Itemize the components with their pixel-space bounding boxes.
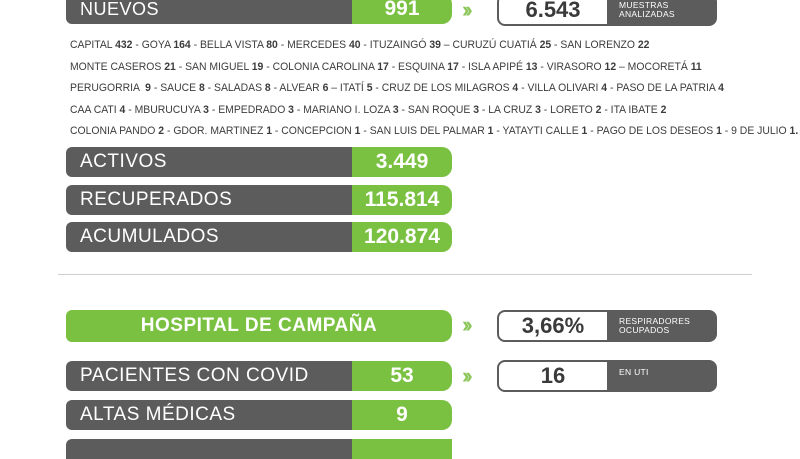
recuperados-value: 115.814 xyxy=(364,188,440,211)
chevron-right-icon: ›› xyxy=(462,363,472,388)
muestras-value: 6.543 xyxy=(525,0,581,22)
altas-value-box: 9 xyxy=(352,400,452,430)
towns-list: CAPITAL 432 - GOYA 164 - BELLA VISTA 80 … xyxy=(70,35,799,143)
respiradores-label-1: RESPIRADORES xyxy=(619,316,691,326)
hospital-title-box: HOSPITAL DE CAMPAÑA xyxy=(66,310,452,342)
activos-value: 3.449 xyxy=(375,150,429,173)
uti-value-box: 16 xyxy=(497,360,609,392)
respiradores-value: 3,66% xyxy=(521,313,585,338)
chevron-right-icon: ›› xyxy=(462,0,472,22)
pacientes-value-box: 53 xyxy=(352,361,452,391)
acumulados-value-box: 120.874 xyxy=(352,222,452,252)
recuperados-label: RECUPERADOS xyxy=(80,189,233,210)
respiradores-label-2: OCUPADOS xyxy=(619,325,670,335)
activos-label-box: ACTIVOS xyxy=(66,147,356,177)
muestras-label-1: MUESTRAS xyxy=(619,0,669,10)
activos-value-box: 3.449 xyxy=(352,147,452,177)
uti-label-box: EN UTI xyxy=(609,360,717,392)
muestras-label-2: ANALIZADAS xyxy=(619,9,675,19)
recuperados-value-box: 115.814 xyxy=(352,185,452,215)
pacientes-label: PACIENTES CON COVID xyxy=(80,365,309,386)
acumulados-value: 120.874 xyxy=(364,225,440,248)
towns-line: PERUGORRIA 9 - SAUCE 8 - SALADAS 8 - ALV… xyxy=(70,82,724,94)
pacientes-value: 53 xyxy=(390,364,414,387)
respiradores-value-box: 3,66% xyxy=(497,310,609,342)
section-divider xyxy=(58,274,752,275)
towns-line: CAA CATI 4 - MBURUCUYA 3 - EMPEDRADO 3 -… xyxy=(70,103,667,116)
altas-label-box: ALTAS MÉDICAS xyxy=(66,400,356,430)
nuevos-label: NUEVOS xyxy=(80,0,160,19)
uti-label: EN UTI xyxy=(619,367,649,377)
altas-label: ALTAS MÉDICAS xyxy=(80,404,236,425)
acumulados-label: ACUMULADOS xyxy=(80,226,220,247)
pacientes-label-box: PACIENTES CON COVID xyxy=(66,361,356,391)
respiradores-label-box: RESPIRADORES OCUPADOS xyxy=(609,310,717,342)
nuevos-label-box: NUEVOS xyxy=(66,0,356,24)
acumulados-label-box: ACUMULADOS xyxy=(66,222,356,252)
altas-value: 9 xyxy=(396,403,408,426)
hospital-title: HOSPITAL DE CAMPAÑA xyxy=(140,315,378,336)
uti-value: 16 xyxy=(540,363,566,388)
next-row-value-partial xyxy=(352,439,452,459)
nuevos-value-box: 991 xyxy=(352,0,452,24)
next-row-label-partial xyxy=(66,439,356,459)
towns-line: MONTE CASEROS 21 - SAN MIGUEL 19 - COLON… xyxy=(70,60,702,73)
nuevos-value: 991 xyxy=(384,0,420,20)
chevron-right-icon: ›› xyxy=(462,312,472,337)
recuperados-label-box: RECUPERADOS xyxy=(66,185,356,215)
muestras-value-box: 6.543 xyxy=(497,0,609,26)
towns-line: CAPITAL 432 - GOYA 164 - BELLA VISTA 80 … xyxy=(70,39,650,51)
towns-line: COLONIA PANDO 2 - GDOR. MARTINEZ 1 - CON… xyxy=(70,125,799,137)
activos-label: ACTIVOS xyxy=(80,151,167,172)
muestras-label-box: MUESTRAS ANALIZADAS xyxy=(609,0,717,26)
